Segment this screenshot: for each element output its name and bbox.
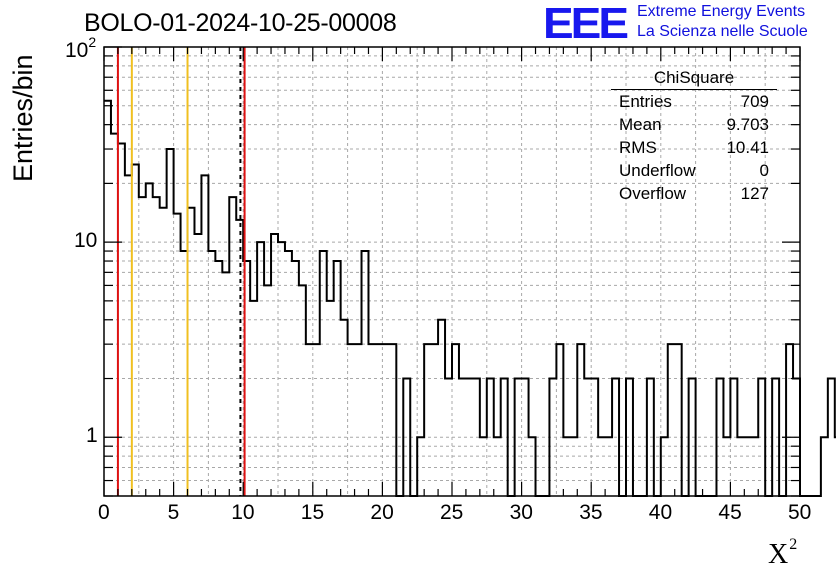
chart-title: BOLO-01-2024-10-25-00008 (84, 9, 397, 37)
y-tick-label-text: 10 (74, 229, 98, 253)
stats-row-overflow: Overflow 127 (611, 182, 777, 205)
stats-title: ChiSquare (611, 68, 777, 90)
stats-value: 9.703 (726, 115, 769, 134)
x-tick-label: 20 (370, 501, 394, 524)
x-tick-label: 50 (788, 501, 812, 524)
x-axis-label: X2 (768, 536, 797, 571)
x-tick-label: 0 (98, 501, 110, 524)
stats-value: 0 (759, 161, 769, 180)
stats-row-mean: Mean 9.703 (611, 113, 777, 136)
y-tick-label-text: 10 (65, 39, 89, 62)
stats-row-rms: RMS 10.41 (611, 136, 777, 159)
x-axis-label-sup: 2 (789, 536, 798, 553)
stats-row-entries: Entries 709 (611, 90, 777, 113)
stats-box: ChiSquare Entries 709 Mean 9.703 RMS 10.41 Und… (611, 68, 777, 205)
stats-label: Underflow (619, 161, 696, 180)
x-tick-label: 45 (718, 501, 742, 524)
stats-value: 127 (740, 184, 769, 203)
eee-logo-line2: La Scienza nelle Scuole (637, 23, 808, 40)
x-tick-label: 15 (300, 501, 325, 524)
x-tick-label: 40 (648, 501, 673, 524)
x-tick-label: 5 (167, 501, 180, 524)
stats-rows: Entries 709 Mean 9.703 RMS 10.41 Underflow 0 Ove… (611, 90, 777, 205)
y-tick-label: 102 (65, 34, 96, 63)
histogram-series (104, 99, 836, 497)
y-tick-label: 1 (86, 424, 98, 448)
x-tick-label: 30 (509, 501, 533, 524)
eee-logo-line1: Extreme Energy Events (637, 3, 806, 20)
eee-logo-mark: EEE (543, 0, 629, 48)
stats-value: 709 (740, 92, 769, 111)
stats-label: Overflow (619, 184, 687, 203)
x-tick-label: 25 (440, 501, 464, 524)
y-axis-label: Entries/bin (8, 54, 38, 182)
x-tick-label: 35 (579, 501, 603, 524)
stats-label: RMS (619, 138, 657, 157)
y-tick-label-text: 1 (86, 424, 98, 448)
stats-label: Entries (619, 92, 672, 111)
stats-label: Mean (619, 115, 662, 134)
x-axis-label-text: X (768, 539, 789, 570)
stats-row-underflow: Underflow 0 (611, 159, 777, 182)
y-tick-label: 10 (74, 229, 97, 253)
x-tick-label: 10 (231, 501, 255, 524)
stats-value: 10.41 (726, 138, 769, 157)
y-tick-label-sup: 2 (88, 34, 97, 50)
